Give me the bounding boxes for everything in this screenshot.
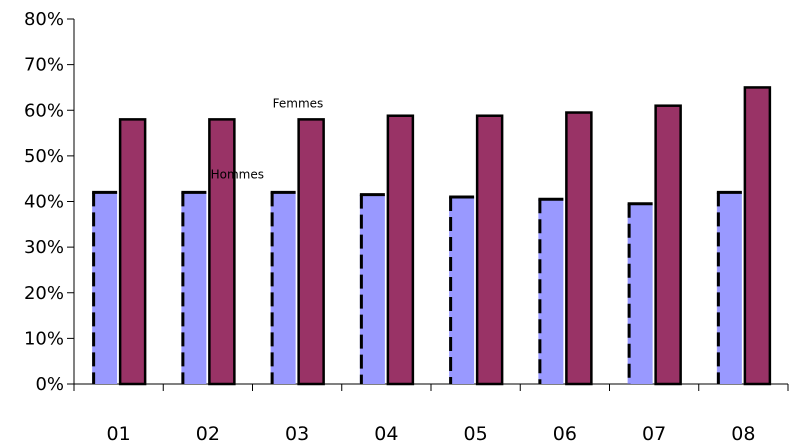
- bar-hommes: [449, 196, 475, 384]
- x-category-label: 08: [731, 423, 755, 443]
- bar-femmes: [297, 118, 325, 386]
- x-category-label: 05: [464, 423, 488, 443]
- bar-femmes: [475, 114, 504, 386]
- bar-hommes: [359, 194, 385, 384]
- x-category-label: 04: [374, 423, 398, 443]
- x-category-label: 01: [107, 423, 131, 443]
- bar-hommes: [270, 192, 296, 384]
- bar-femmes: [208, 118, 236, 386]
- bar-hommes: [538, 199, 564, 384]
- bar-femmes: [386, 114, 415, 386]
- y-tick-label: 20%: [24, 283, 64, 304]
- y-tick-label: 70%: [24, 55, 64, 76]
- y-tick-label: 30%: [24, 237, 64, 258]
- x-category-label: 06: [553, 423, 577, 443]
- y-tick-label: 50%: [24, 146, 64, 167]
- y-tick-label: 40%: [24, 192, 64, 213]
- bar-hommes: [92, 192, 118, 384]
- y-tick-label: 80%: [24, 9, 64, 30]
- y-tick-label: 0%: [35, 374, 64, 395]
- y-tick-label: 10%: [24, 328, 64, 349]
- annotation-hommes: Hommes: [211, 167, 264, 181]
- bar-hommes: [716, 192, 742, 384]
- bar-hommes: [181, 192, 207, 384]
- x-category-label: 07: [642, 423, 666, 443]
- bar-femmes: [743, 86, 772, 386]
- x-category-label: 02: [196, 423, 220, 443]
- annotation-femmes: Femmes: [273, 96, 324, 110]
- bar-femmes: [565, 111, 593, 386]
- bar-hommes: [627, 203, 653, 384]
- bar-femmes: [654, 104, 682, 386]
- x-category-label: 03: [285, 423, 309, 443]
- y-tick-label: 60%: [24, 100, 64, 121]
- bar-femmes: [118, 118, 147, 386]
